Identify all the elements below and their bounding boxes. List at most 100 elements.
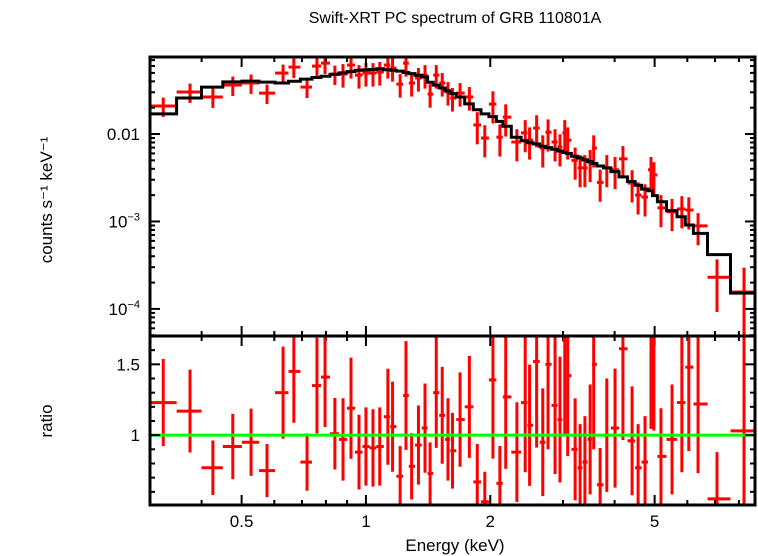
ratio-point	[481, 471, 489, 505]
ratio-point	[320, 336, 330, 428]
ratio-point	[657, 408, 667, 505]
y-tick-label: 1.5	[116, 355, 140, 374]
data-point	[496, 124, 503, 157]
x-tick-label: 2	[486, 512, 495, 531]
data-point	[176, 83, 202, 103]
ratio-point	[241, 408, 260, 476]
data-point	[562, 120, 567, 153]
data-point	[666, 199, 677, 232]
ratio-point	[369, 409, 377, 487]
ratio-point	[496, 445, 503, 505]
ratio-point	[511, 402, 522, 503]
data-point	[369, 63, 377, 87]
ratio-point	[464, 355, 474, 458]
x-tick-label: 5	[650, 512, 659, 531]
data-point	[362, 63, 370, 87]
ratio-point	[582, 416, 588, 505]
data-point	[415, 68, 422, 92]
data-point	[652, 162, 658, 195]
ratio-point	[533, 336, 540, 448]
ratio-point	[527, 364, 534, 486]
data-point	[648, 157, 653, 190]
ratio-point	[300, 433, 312, 491]
ratio-point	[376, 407, 384, 486]
data-point	[288, 58, 301, 78]
ratio-point	[539, 388, 546, 497]
data-point	[427, 84, 434, 108]
ratio-point	[421, 383, 428, 473]
ratio-point	[347, 357, 355, 459]
data-point	[396, 74, 404, 98]
x-tick-label: 0.5	[230, 512, 254, 531]
ratio-point	[415, 405, 422, 485]
ratio-point	[587, 384, 592, 495]
ratio-point	[693, 336, 708, 474]
data-point	[439, 73, 446, 97]
data-point	[676, 196, 686, 229]
ratio-point	[591, 336, 597, 450]
ratio-point	[627, 386, 636, 496]
ratio-point	[201, 440, 223, 496]
ratio-point	[150, 359, 177, 447]
ratio-point	[577, 424, 583, 505]
y-tick-labels: 0.01 10−3 10−4 1 1.5	[107, 125, 140, 445]
ratio-point	[641, 416, 649, 505]
model-curve	[150, 67, 755, 295]
data-point	[481, 125, 489, 158]
ratio-point	[275, 346, 289, 439]
ratio-point	[562, 336, 567, 435]
data-point	[533, 115, 540, 148]
ratio-point	[685, 336, 694, 452]
data-point	[488, 91, 497, 124]
x-tick-label: 1	[361, 512, 370, 531]
data-point	[376, 62, 384, 86]
data-point	[551, 129, 558, 162]
ratio-point	[311, 337, 321, 434]
spectrum-panel	[148, 55, 757, 346]
ratio-point	[433, 337, 440, 448]
data-point	[275, 64, 289, 84]
ratio-point	[354, 414, 363, 490]
ratio-point	[390, 381, 397, 472]
y-tick-label: 0.01	[107, 125, 140, 144]
ratio-point	[596, 447, 604, 505]
ratio-point	[666, 384, 677, 495]
ratio-point	[222, 413, 242, 480]
ratio-point	[551, 336, 558, 474]
data-point	[201, 88, 223, 108]
data-point	[347, 57, 355, 79]
ratio-point	[618, 336, 628, 440]
data-point	[618, 146, 628, 179]
bottom-y-axis-label: ratio	[37, 404, 56, 437]
ratio-point	[635, 424, 642, 505]
ratio-point	[439, 366, 446, 464]
data-point	[383, 57, 391, 79]
data-point	[587, 149, 592, 183]
ratio-point	[557, 356, 563, 483]
data-point	[596, 169, 604, 202]
ratio-point	[450, 412, 457, 489]
data-point	[241, 74, 260, 94]
data-point	[408, 73, 416, 97]
data-point	[311, 57, 321, 78]
ratio-point	[730, 336, 755, 505]
ratio-point	[427, 442, 434, 505]
ratio-point	[488, 336, 497, 459]
ratio-point	[362, 407, 370, 486]
ratio-point	[610, 368, 619, 488]
ratio-point	[676, 336, 686, 473]
data-point	[222, 76, 242, 96]
data-point	[521, 120, 528, 153]
data-point	[539, 135, 546, 168]
ratio-point	[545, 336, 552, 450]
ratio-point	[338, 398, 348, 481]
top-y-axis-label: counts s⁻¹ keV⁻¹	[37, 136, 56, 263]
x-tick-labels: 0.5 1 2 5	[230, 512, 660, 531]
ratio-point	[259, 444, 276, 498]
ratio-point	[521, 336, 528, 473]
y-tick-label: 1	[131, 426, 140, 445]
ratio-point	[707, 452, 731, 505]
y-tick-label: 10−4	[109, 299, 140, 319]
ratio-point	[566, 336, 572, 457]
